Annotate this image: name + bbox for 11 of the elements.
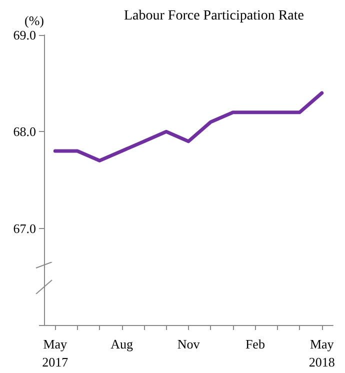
chart-title: Labour Force Participation Rate (124, 8, 304, 24)
line-series (53, 91, 324, 162)
y-axis-title: (%) (24, 13, 44, 28)
y-tick-label: 69.0 (13, 28, 36, 42)
x-tick-label: Feb (245, 336, 265, 352)
y-tick-label: 67.0 (13, 220, 36, 236)
x-tick-label: Nov (177, 336, 200, 352)
x-tick-label: Aug (110, 336, 134, 352)
x-tick-label: May 2017 (42, 336, 69, 370)
y-tick-label: 68.0 (13, 124, 36, 140)
x-tick-label: May 2018 (308, 336, 335, 370)
